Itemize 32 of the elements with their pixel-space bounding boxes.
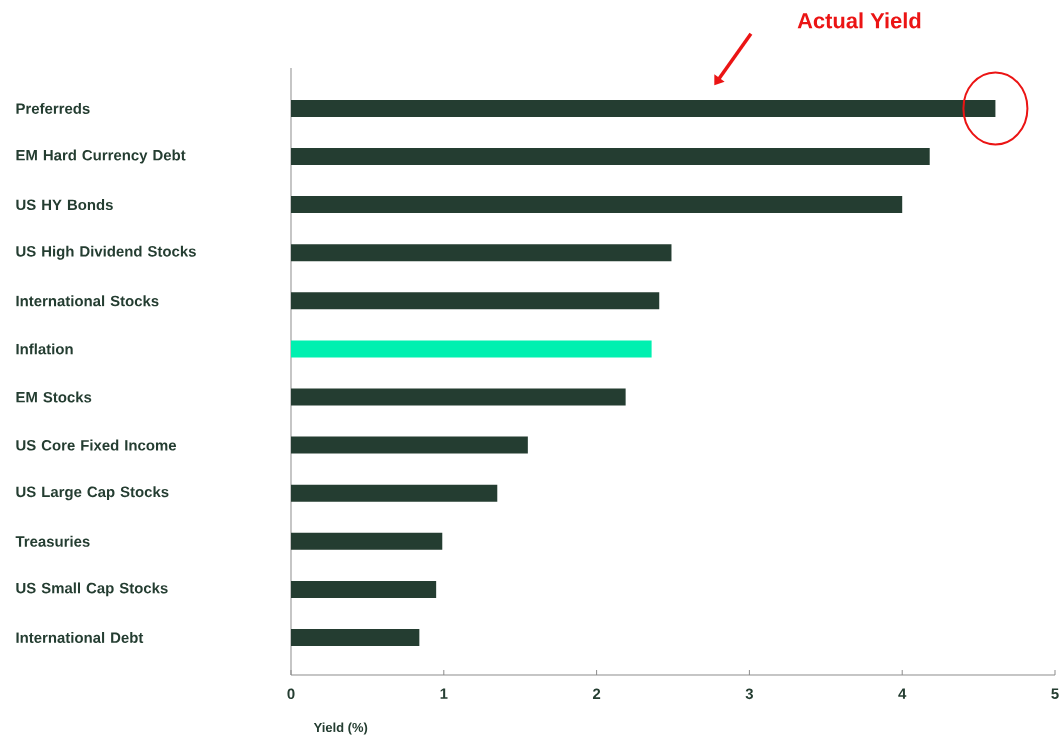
bar [291,99,996,117]
y-tick-label: Inflation [16,343,73,355]
bar [291,148,930,165]
bar [291,628,420,646]
text: Actual Yield [797,12,921,29]
y-tick-label: EM Hard Currency Debt [16,149,186,164]
bar [291,388,626,406]
x-tick-label: 4 [898,688,907,699]
x-tick-label: 0 [287,688,295,700]
y-tick-label: US Core Fixed Income [16,439,177,451]
bar [291,340,652,358]
x-tick-label: 5 [1051,688,1059,699]
bar [291,292,660,310]
y-tick-label: International Debt [16,632,144,643]
y-tick-label: International Stocks [16,295,159,307]
y-tick-label: US Large Cap Stocks [16,486,169,501]
y-tick-label: Treasuries [15,535,90,547]
y-tick-label: US Small Cap Stocks [16,582,168,597]
y-tick-label: Preferreds [16,102,90,114]
y-tick-label: EM Stocks [16,391,92,403]
y-tick-label: US High Dividend Stocks [16,245,196,260]
x-tick-label: 2 [592,688,601,699]
bar [291,532,443,550]
bar [291,580,437,598]
x-tick-label: 3 [745,688,754,700]
y-tick-label: US HY Bonds [16,199,113,211]
x-tick-label: 1 [440,688,448,699]
bar [291,436,528,454]
bar [291,484,498,502]
bar [291,244,672,262]
bar [291,196,903,214]
x-axis-title: Yield (%) [313,722,368,735]
